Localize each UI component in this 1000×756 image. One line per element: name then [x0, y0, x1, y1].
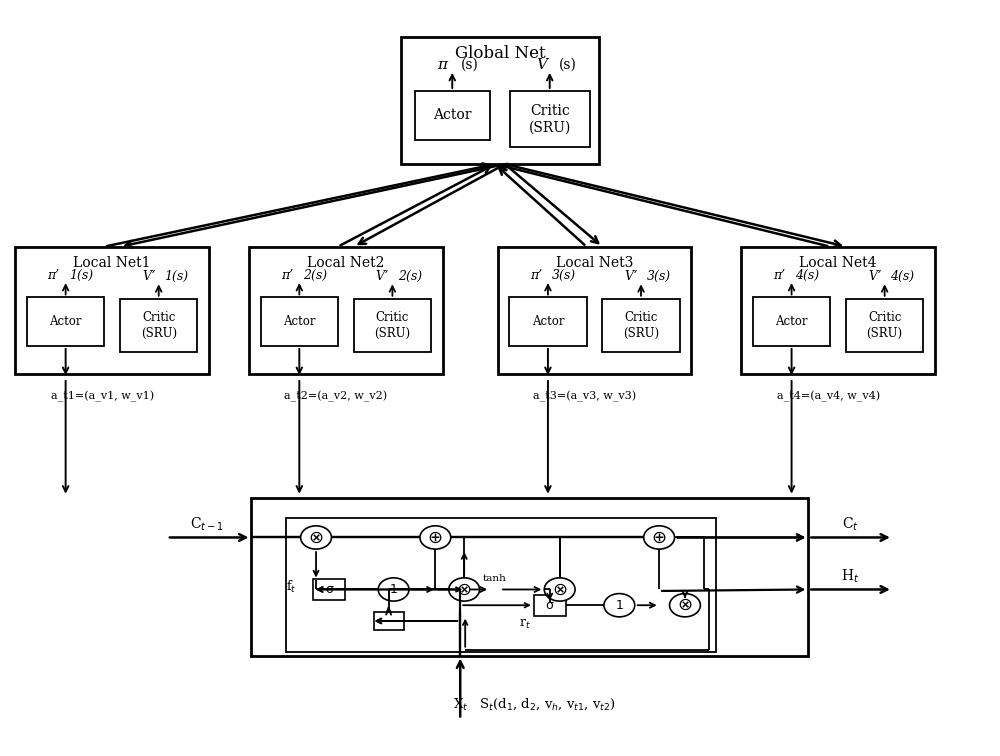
Bar	[753, 297, 830, 346]
Text: 3(s): 3(s)	[552, 269, 576, 282]
Text: V’: V’	[376, 271, 389, 284]
Bar	[702, 538, 705, 590]
Bar	[509, 297, 587, 346]
Text: Critic
(SRU): Critic (SRU)	[141, 311, 177, 339]
Bar	[27, 297, 104, 346]
Text: Local Net4: Local Net4	[799, 256, 877, 270]
Text: Global Net: Global Net	[455, 45, 545, 61]
Text: 4(s): 4(s)	[795, 269, 820, 282]
Text: Critic
(SRU): Critic (SRU)	[529, 104, 571, 135]
Text: r$_t$: r$_t$	[519, 618, 531, 631]
Bar	[534, 595, 566, 615]
Text: a_t1=(a_v1, w_v1): a_t1=(a_v1, w_v1)	[51, 391, 154, 402]
Circle shape	[544, 578, 575, 601]
Text: ⊕: ⊕	[428, 528, 443, 547]
Circle shape	[644, 526, 675, 549]
Bar	[415, 91, 490, 140]
Bar	[120, 299, 197, 352]
Bar	[251, 498, 808, 655]
Text: Actor: Actor	[433, 108, 472, 122]
Text: C$_{t-1}$: C$_{t-1}$	[190, 516, 224, 533]
Text: V’: V’	[142, 271, 156, 284]
Text: 1: 1	[390, 583, 398, 596]
Bar	[313, 579, 345, 600]
Bar	[286, 519, 716, 652]
Bar	[15, 246, 209, 374]
Text: π’: π’	[530, 269, 542, 282]
Circle shape	[301, 526, 331, 549]
Text: π: π	[437, 57, 447, 72]
Circle shape	[604, 593, 635, 617]
Circle shape	[378, 578, 409, 601]
Text: Critic
(SRU): Critic (SRU)	[374, 311, 410, 339]
Text: (s): (s)	[559, 57, 577, 72]
Bar	[846, 299, 923, 352]
Text: a_t3=(a_v3, w_v3): a_t3=(a_v3, w_v3)	[533, 391, 636, 402]
Text: ⊗: ⊗	[457, 581, 472, 599]
Bar	[510, 91, 590, 147]
Bar	[741, 246, 935, 374]
Text: (s): (s)	[461, 57, 479, 72]
Text: tanh: tanh	[483, 575, 507, 584]
Circle shape	[449, 578, 480, 601]
Circle shape	[420, 526, 451, 549]
Text: V: V	[536, 57, 547, 72]
Text: 4(s): 4(s)	[890, 271, 915, 284]
Text: Local Net1: Local Net1	[73, 256, 151, 270]
Text: π’: π’	[281, 269, 294, 282]
Text: π’: π’	[48, 269, 60, 282]
Text: C$_t$: C$_t$	[842, 516, 858, 533]
Bar	[602, 299, 680, 352]
Text: Critic
(SRU): Critic (SRU)	[867, 311, 903, 339]
Text: 1(s): 1(s)	[165, 271, 189, 284]
Text: ⊗: ⊗	[308, 528, 324, 547]
Bar	[354, 299, 431, 352]
Text: ⊗: ⊗	[552, 581, 567, 599]
Bar	[249, 246, 443, 374]
Text: Actor: Actor	[283, 315, 316, 328]
Text: Local Net3: Local Net3	[556, 256, 633, 270]
Text: 2(s): 2(s)	[398, 271, 422, 284]
Text: π’: π’	[774, 269, 786, 282]
Text: ⊕: ⊕	[652, 528, 667, 547]
Text: a_t4=(a_v4, w_v4): a_t4=(a_v4, w_v4)	[777, 391, 880, 402]
Text: f$_t$: f$_t$	[286, 579, 296, 595]
Bar	[261, 297, 338, 346]
Text: V’: V’	[624, 271, 638, 284]
Text: Actor: Actor	[775, 315, 808, 328]
Text: 3(s): 3(s)	[647, 271, 671, 284]
Bar	[374, 612, 404, 630]
Text: Local Net2: Local Net2	[307, 256, 385, 270]
Circle shape	[670, 593, 700, 617]
Text: Actor: Actor	[532, 315, 564, 328]
Bar	[401, 36, 599, 164]
Text: σ: σ	[546, 599, 554, 612]
Text: ⊗: ⊗	[677, 596, 693, 614]
Bar	[498, 246, 691, 374]
Text: X$_t$   S$_t$(d$_1$, d$_2$, v$_h$, v$_{t1}$, v$_{t2}$): X$_t$ S$_t$(d$_1$, d$_2$, v$_h$, v$_{t1}…	[453, 697, 616, 712]
Text: Critic
(SRU): Critic (SRU)	[623, 311, 659, 339]
Text: V’: V’	[868, 271, 881, 284]
Text: 2(s): 2(s)	[303, 269, 327, 282]
Text: 1: 1	[615, 599, 623, 612]
Text: a_t2=(a_v2, w_v2): a_t2=(a_v2, w_v2)	[284, 391, 387, 402]
Text: σ: σ	[325, 583, 333, 596]
Text: 1(s): 1(s)	[69, 269, 94, 282]
Text: H$_t$: H$_t$	[841, 567, 859, 584]
Text: Actor: Actor	[49, 315, 82, 328]
